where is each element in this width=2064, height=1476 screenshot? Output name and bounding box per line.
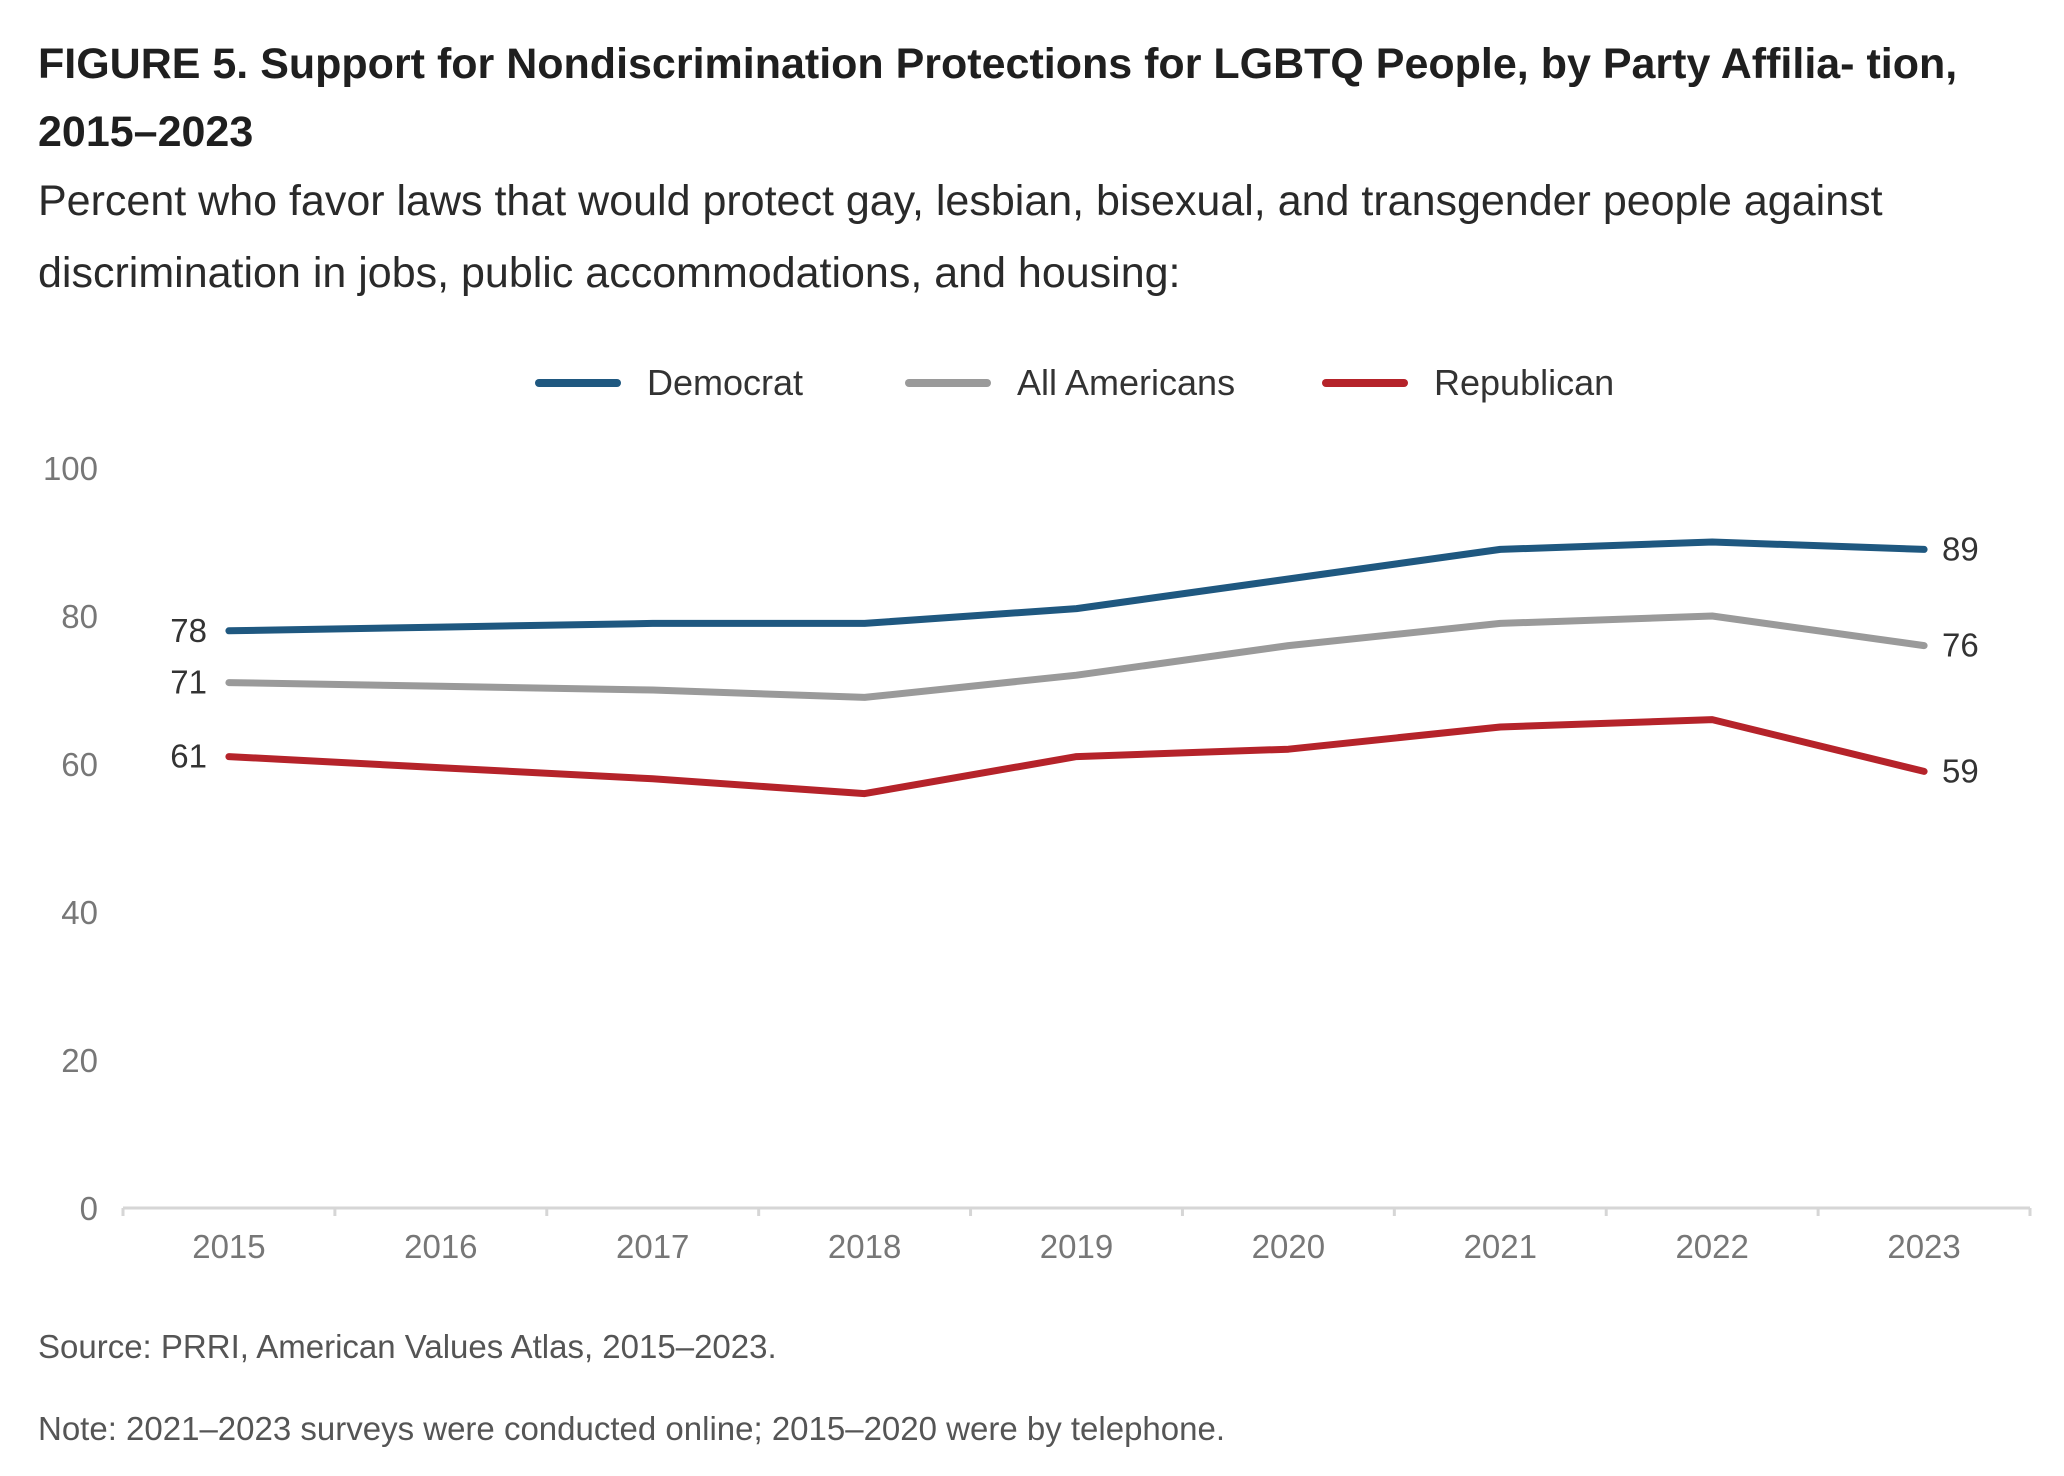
data-label-end: 89 [1942, 530, 1979, 567]
y-tick-label: 20 [61, 1042, 98, 1079]
x-tick-label: 2023 [1887, 1228, 1960, 1265]
x-tick-label: 2019 [1040, 1228, 1113, 1265]
legend-swatch-democrat [535, 379, 621, 387]
series-line-all-americans [225, 612, 1928, 701]
legend-item-all-americans: All Americans [905, 358, 1235, 408]
y-tick-label: 80 [61, 598, 98, 635]
y-tick-label: 100 [43, 450, 98, 487]
y-tick-label: 40 [61, 894, 98, 931]
x-tick-label: 2017 [616, 1228, 689, 1265]
source-note: Source: PRRI, American Values Atlas, 201… [38, 1328, 777, 1365]
x-tick-label: 2020 [1252, 1228, 1325, 1265]
legend-item-republican: Republican [1322, 358, 1614, 408]
chart-title: FIGURE 5. Support for Nondiscrimination … [38, 40, 1958, 156]
series-line-democrat [225, 538, 1928, 635]
x-tick-label: 2016 [404, 1228, 477, 1265]
y-tick-label: 60 [61, 746, 98, 783]
data-label-start: 71 [170, 664, 207, 701]
legend-label-republican: Republican [1434, 362, 1615, 403]
data-label-end: 59 [1942, 752, 1979, 789]
legend-swatch-republican [1322, 379, 1408, 387]
chart-legend: Democrat All Americans Republican [0, 358, 2064, 408]
legend-item-democrat: Democrat [535, 358, 803, 408]
x-tick-label: 2015 [192, 1228, 265, 1265]
chart-subtitle: Percent who favor laws that would protec… [38, 177, 1883, 297]
data-label-start: 78 [170, 612, 207, 649]
method-note: Note: 2021–2023 surveys were conducted o… [38, 1410, 1226, 1447]
x-tick-label: 2018 [828, 1228, 901, 1265]
legend-label-democrat: Democrat [647, 362, 804, 403]
x-tick-label: 2021 [1464, 1228, 1537, 1265]
line-chart: 0 20 40 60 80 100 2015 2016 2017 2018 2019 2020 2021… [43, 450, 2032, 1265]
legend-swatch-all-americans [905, 379, 991, 387]
legend-label-all-americans: All Americans [1017, 362, 1236, 403]
data-label-start: 61 [170, 738, 207, 775]
series-line-republican [225, 716, 1928, 798]
data-label-end: 76 [1942, 627, 1979, 664]
x-tick-label: 2022 [1675, 1228, 1748, 1265]
y-tick-label: 0 [80, 1190, 98, 1227]
